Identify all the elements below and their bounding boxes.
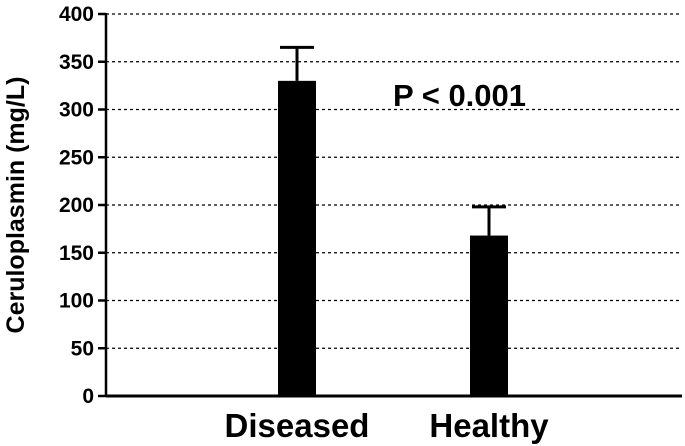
y-ticks: 0 50 100 150 200 250 300 350 400 [59, 3, 106, 408]
y-tick-label: 300 [59, 99, 94, 122]
bar-diseased [278, 80, 316, 396]
y-tick-label: 150 [59, 242, 94, 265]
y-axis-title: Ceruloplasmin (mg/L) [2, 77, 30, 334]
y-tick-label: 350 [59, 51, 94, 74]
y-tick-label: 200 [59, 194, 94, 217]
x-tick-label: Diseased [225, 407, 370, 444]
error-bars [280, 45, 506, 236]
y-tick-label: 50 [71, 337, 94, 360]
y-tick-label: 400 [59, 3, 94, 26]
p-value-annotation: P < 0.001 [393, 78, 526, 113]
bars [278, 80, 508, 396]
y-tick-label: 100 [59, 290, 94, 313]
gridlines [106, 13, 682, 349]
x-tick-label: Healthy [429, 407, 549, 444]
y-tick-label: 0 [82, 385, 94, 408]
y-tick-label: 250 [59, 146, 94, 169]
bar-healthy [470, 235, 508, 396]
x-ticks: Diseased Healthy [225, 407, 550, 444]
